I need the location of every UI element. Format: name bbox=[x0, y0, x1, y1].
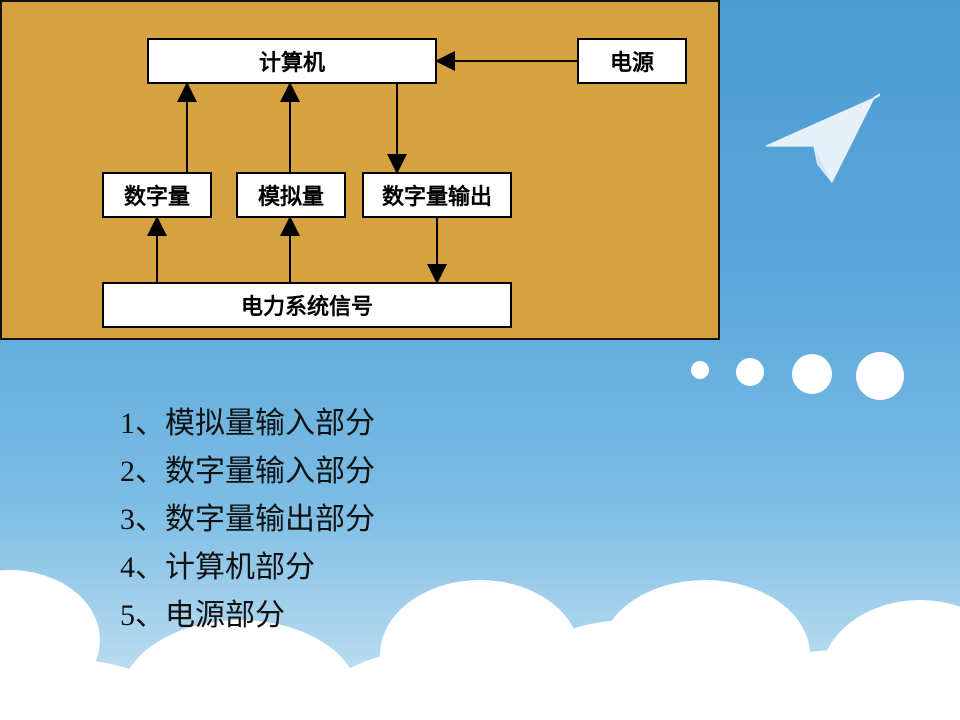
box-digital_out-label: 数字量输出 bbox=[382, 179, 492, 211]
list-item: 1、模拟量输入部分 bbox=[120, 400, 375, 448]
cloud-blob bbox=[600, 580, 810, 720]
box-computer: 计算机 bbox=[147, 38, 437, 84]
box-power-system: 电力系统信号 bbox=[102, 282, 512, 328]
dot bbox=[856, 352, 904, 400]
dot bbox=[736, 358, 764, 386]
slide-stage: 计算机 电源 数字量 模拟量 数字量输出 电力系统信号 1、模拟量输入部分 2、… bbox=[0, 0, 960, 720]
box-power: 电源 bbox=[577, 38, 687, 84]
diagram-inner: 计算机 电源 数字量 模拟量 数字量输出 电力系统信号 bbox=[2, 2, 718, 338]
components-list: 1、模拟量输入部分 2、数字量输入部分 3、数字量输出部分 4、计算机部分 5、… bbox=[120, 400, 375, 640]
dot bbox=[691, 361, 709, 379]
cloud-blob bbox=[380, 580, 580, 720]
box-analog-label: 模拟量 bbox=[258, 179, 324, 211]
list-item: 4、计算机部分 bbox=[120, 544, 375, 592]
box-digital-input: 数字量 bbox=[102, 172, 212, 218]
list-item: 3、数字量输出部分 bbox=[120, 496, 375, 544]
box-digital-label: 数字量 bbox=[124, 179, 190, 211]
paper-plane-icon bbox=[760, 80, 880, 200]
cloud-blob bbox=[820, 600, 960, 720]
box-computer-label: 计算机 bbox=[259, 45, 325, 77]
box-analog-input: 模拟量 bbox=[236, 172, 346, 218]
list-item: 5、电源部分 bbox=[120, 592, 375, 640]
dot bbox=[792, 354, 832, 394]
box-power_sys-label: 电力系统信号 bbox=[241, 289, 373, 321]
list-item: 2、数字量输入部分 bbox=[120, 448, 375, 496]
box-power-label: 电源 bbox=[610, 45, 654, 77]
diagram-panel: 计算机 电源 数字量 模拟量 数字量输出 电力系统信号 bbox=[0, 0, 720, 340]
box-digital-output: 数字量输出 bbox=[362, 172, 512, 218]
